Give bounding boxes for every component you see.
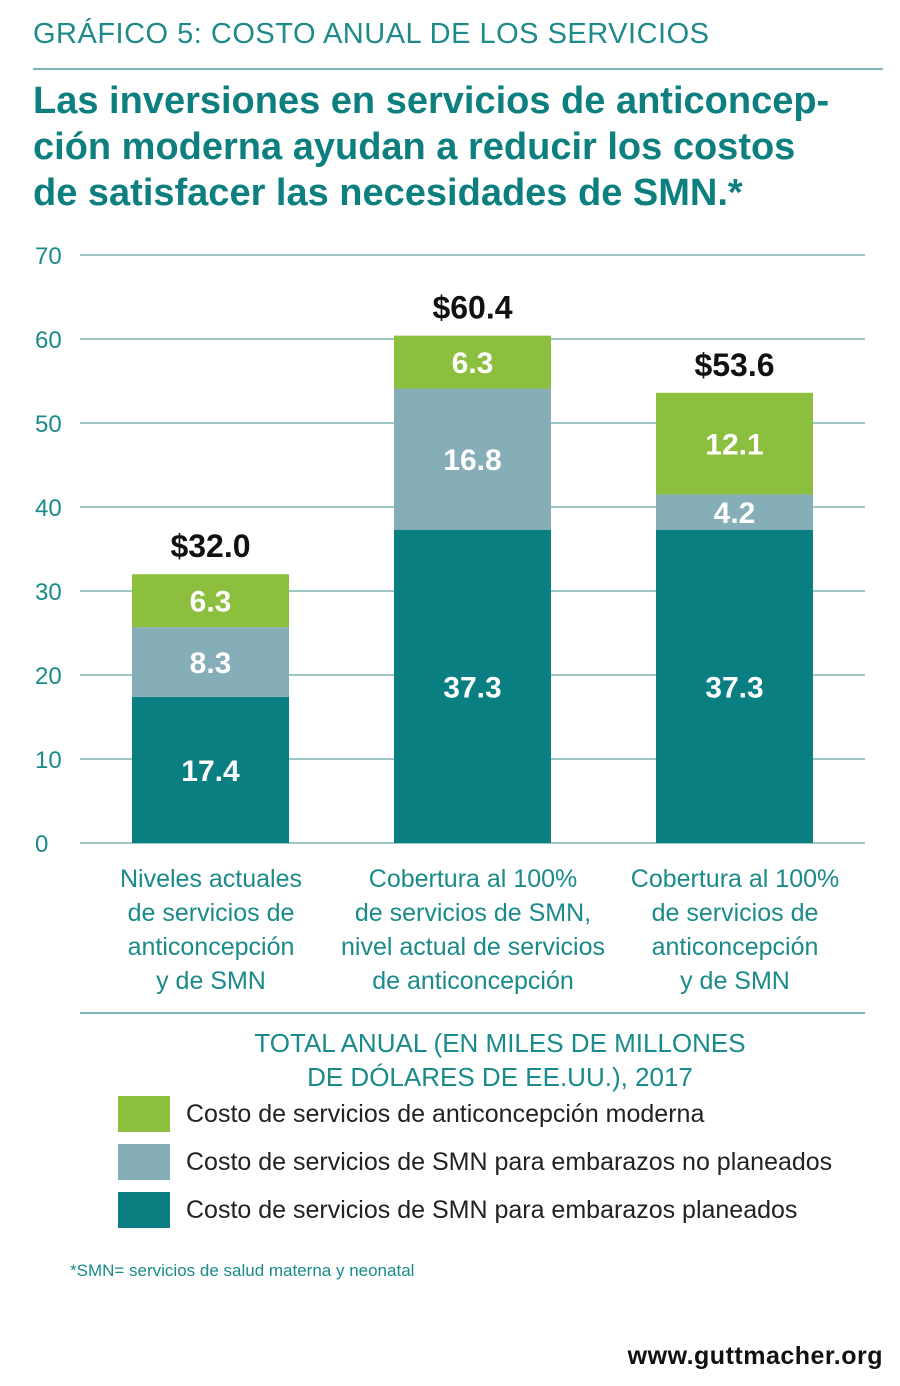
legend-divider (80, 1012, 865, 1014)
legend-item-smn-planeados: Costo de servicios de SMN para embarazos… (118, 1192, 797, 1228)
y-tick-label: 10 (35, 747, 62, 774)
category-label-line: de servicios de SMN, (354, 899, 592, 927)
bar-total-label: $32.0 (170, 528, 250, 564)
bar-total-label: $53.6 (694, 347, 774, 383)
segment-smn-no-planeados (394, 388, 551, 530)
segment-smn-planeados (394, 529, 551, 843)
legend-label: Costo de servicios de SMN para embarazos… (186, 1195, 798, 1224)
segment-value-label: 4.2 (714, 497, 756, 530)
legend-swatch (118, 1192, 170, 1228)
bar-total-label: $60.4 (432, 290, 512, 326)
category-label-line: anticoncepción (127, 933, 295, 961)
category-label-2: Cobertura al 100% de servicios de SMN, n… (328, 862, 618, 998)
y-tick-label: 30 (35, 579, 62, 606)
y-tick-label: 20 (35, 663, 62, 690)
segment-value-label: 6.3 (452, 347, 494, 380)
segment-anticoncepcion (394, 335, 551, 389)
category-label-line: de servicios de (127, 899, 295, 927)
y-tick-label: 70 (35, 243, 62, 270)
y-tick-label: 50 (35, 411, 62, 438)
category-label-3: Cobertura al 100% de servicios de antico… (590, 862, 880, 998)
segment-smn-no-planeados (132, 627, 289, 697)
footnote: *SMN= servicios de salud materna y neona… (70, 1261, 415, 1280)
segment-smn-planeados (132, 696, 289, 843)
category-label-line: Niveles actuales (119, 865, 303, 893)
category-label-1: Niveles actuales de servicios de anticon… (66, 862, 356, 998)
segment-value-label: 8.3 (190, 647, 232, 680)
category-label-line: anticoncepción (651, 933, 819, 961)
category-label-line: Cobertura al 100% (368, 865, 578, 893)
segment-value-label: 16.8 (443, 444, 501, 477)
category-label-line: de anticoncepción (372, 967, 574, 995)
legend-label: Costo de servicios de anticoncepción mod… (186, 1099, 705, 1128)
segment-smn-no-planeados (656, 494, 813, 530)
segment-anticoncepcion (132, 574, 289, 628)
top-divider (33, 68, 883, 70)
segment-value-label: 37.3 (443, 671, 501, 704)
headline-line-2: ción moderna ayudan a reducir los costos (33, 126, 796, 168)
category-label-line: y de SMN (680, 967, 790, 995)
stacked-bar-chart: 0 10 20 30 40 50 60 70 17.4 8.3 6.3 $32.0 37.3 16.8 6.… (35, 243, 865, 855)
legend-item-smn-no-planeados: Costo de servicios de SMN para embarazos… (118, 1144, 832, 1180)
chart-kicker: GRÁFICO 5: COSTO ANUAL DE LOS SERVICIOS (33, 18, 710, 50)
segment-anticoncepcion (656, 392, 813, 495)
category-label-line: nivel actual de servicios (340, 933, 605, 961)
headline-line-3: de satisfacer las necesidades de SMN.* (33, 172, 743, 214)
y-tick-label: 0 (35, 831, 48, 855)
segment-value-label: 17.4 (181, 755, 240, 788)
chart-headline: Las inversiones en servicios de anticonc… (33, 78, 883, 216)
segment-smn-planeados (656, 529, 813, 843)
legend-swatch (118, 1096, 170, 1132)
category-label-line: y de SMN (156, 967, 266, 995)
y-tick-label: 60 (35, 327, 62, 354)
category-label-line: Cobertura al 100% (630, 865, 840, 893)
legend-swatch (118, 1144, 170, 1180)
legend-title: TOTAL ANUAL (EN MILES DE MILLONES DE DÓL… (200, 1026, 800, 1094)
y-tick-label: 40 (35, 495, 62, 522)
legend-label: Costo de servicios de SMN para embarazos… (186, 1147, 833, 1176)
segment-value-label: 37.3 (705, 671, 763, 704)
segment-value-label: 12.1 (705, 429, 763, 462)
legend-title-line: DE DÓLARES DE EE.UU.), 2017 (307, 1062, 693, 1092)
legend-item-anticoncepcion: Costo de servicios de anticoncepción mod… (118, 1096, 704, 1132)
legend-title-line: TOTAL ANUAL (EN MILES DE MILLONES (254, 1028, 746, 1058)
headline-line-1: Las inversiones en servicios de anticonc… (33, 80, 830, 122)
source-url[interactable]: www.guttmacher.org (627, 1342, 883, 1370)
segment-value-label: 6.3 (190, 586, 232, 619)
category-label-line: de servicios de (651, 899, 819, 927)
